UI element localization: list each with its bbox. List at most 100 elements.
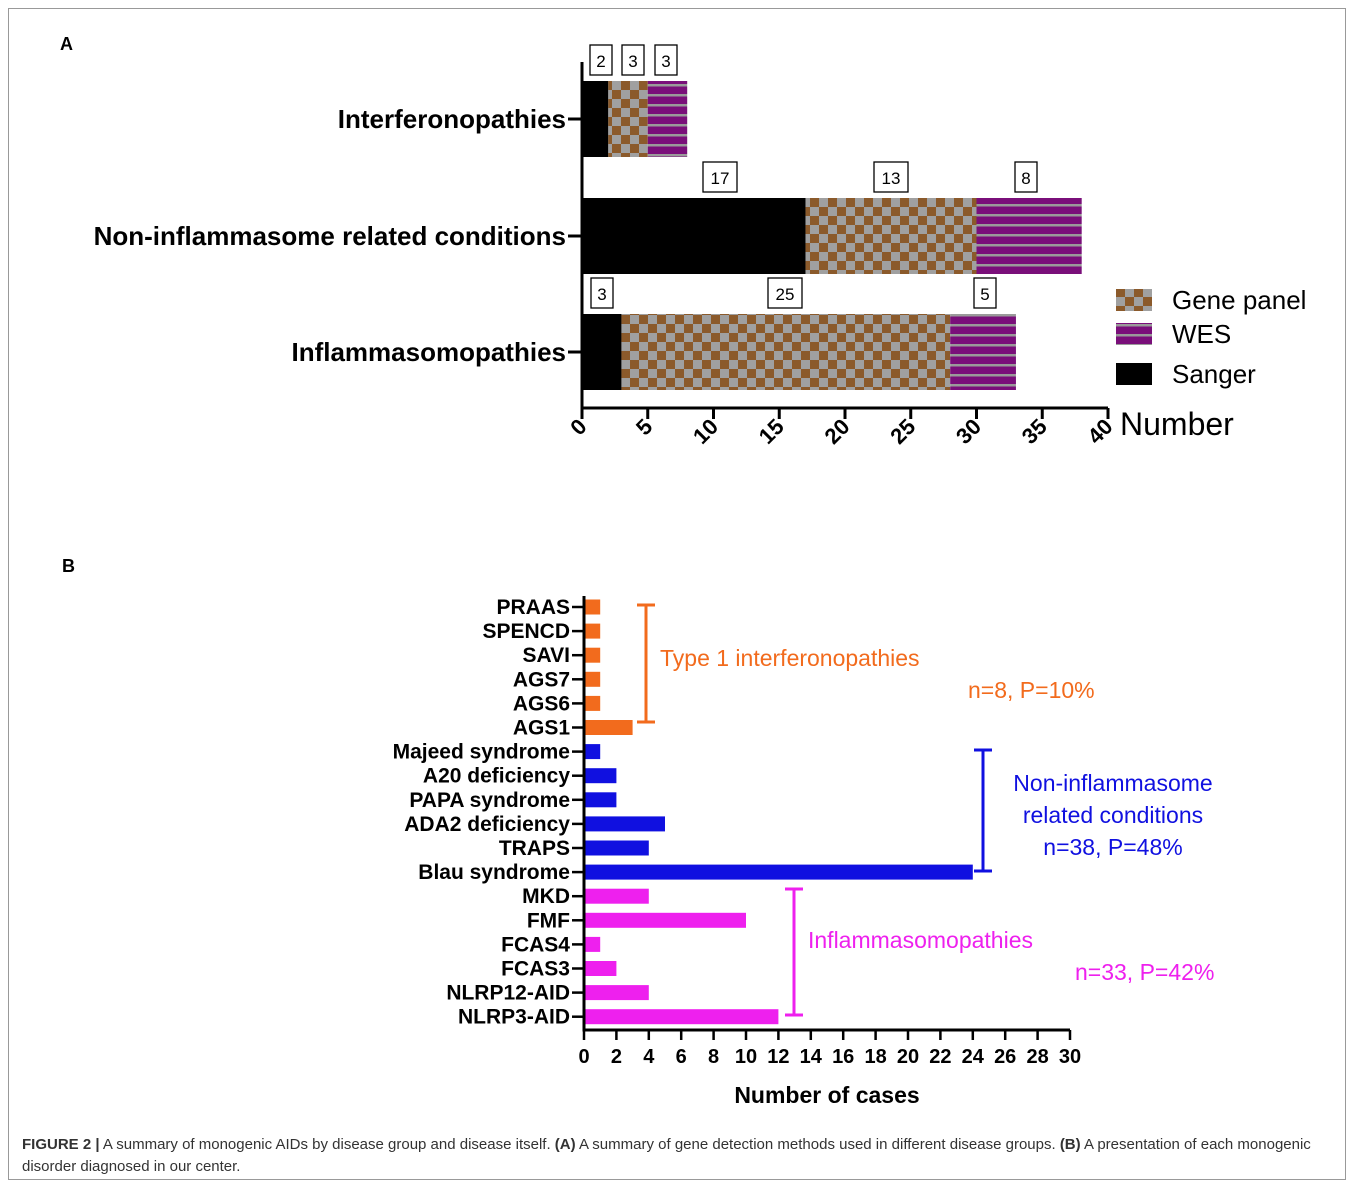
x-tick-label: 14 <box>800 1046 823 1068</box>
bar-nlrp12-aid <box>584 985 649 1001</box>
data-label-box <box>702 161 738 193</box>
data-label-sanger-non-inflammasome-related-conditions: 17 <box>711 169 730 188</box>
caption-text-3: A presentation of each monogenic disorde… <box>22 1136 1311 1175</box>
category-label-ada2-deficiency: ADA2 deficiency <box>404 813 570 836</box>
legend-label-sanger: Sanger <box>1172 359 1256 389</box>
x-tick-label: 22 <box>929 1046 951 1068</box>
data-label-box <box>1014 161 1038 193</box>
x-tick-label: 30 <box>951 414 986 449</box>
caption-ref-a: (A) <box>554 1136 576 1153</box>
x-tick-label: 0 <box>565 414 591 440</box>
panel-b-letter: B <box>62 556 75 576</box>
category-label-fcas3: FCAS3 <box>501 958 570 981</box>
caption-text-1: A summary of monogenic AIDs by disease g… <box>99 1136 555 1153</box>
bar-ags6 <box>584 695 601 711</box>
x-tick-label: 24 <box>962 1046 985 1068</box>
data-label-gene-panel-interferonopathies: 3 <box>628 52 637 71</box>
category-label-inflammasomopathies: Inflammasomopathies <box>291 337 566 367</box>
noninfl-group-name-line1: Non-inflammasome <box>1013 770 1212 796</box>
bar-wes-non-inflammasome-related-conditions <box>976 198 1082 274</box>
category-label-spencd: SPENCD <box>482 620 570 643</box>
x-tick-label: 10 <box>688 414 723 449</box>
category-label-fcas4: FCAS4 <box>501 933 570 956</box>
data-label-box <box>767 277 803 309</box>
x-tick-label: 20 <box>897 1046 919 1068</box>
category-label-nlrp3-aid: NLRP3-AID <box>458 1006 570 1029</box>
x-tick-label: 28 <box>1026 1046 1048 1068</box>
legend-swatch-wes <box>1116 323 1152 345</box>
bar-gene-panel-inflammasomopathies <box>621 314 951 390</box>
x-tick-label: 20 <box>820 414 855 449</box>
data-label-box <box>973 277 997 309</box>
x-tick-label: 8 <box>708 1046 719 1068</box>
x-axis-title: Number <box>1120 406 1234 442</box>
bar-papa-syndrome <box>584 792 617 808</box>
x-tick-label: 2 <box>611 1046 622 1068</box>
data-label-gene-panel-non-inflammasome-related-conditions: 13 <box>882 169 901 188</box>
bar-majeed-syndrome <box>584 744 601 760</box>
bar-sanger-interferonopathies <box>582 81 609 157</box>
x-tick-label: 16 <box>832 1046 854 1068</box>
noninfl-group-stat: n=38, P=48% <box>1043 834 1182 860</box>
category-label-ags1: AGS1 <box>513 717 571 740</box>
data-label-sanger-inflammasomopathies: 3 <box>597 285 606 304</box>
category-label-traps: TRAPS <box>499 837 570 860</box>
category-label-nlrp12-aid: NLRP12-AID <box>446 982 570 1005</box>
bar-gene-panel-non-inflammasome-related-conditions <box>805 198 977 274</box>
category-label-savi: SAVI <box>523 644 570 667</box>
bar-blau-syndrome <box>584 864 973 880</box>
x-tick-label: 25 <box>885 414 920 449</box>
data-label-box <box>654 44 678 76</box>
bar-sanger-non-inflammasome-related-conditions <box>582 198 806 274</box>
type1-group-stat: n=8, P=10% <box>968 677 1095 703</box>
inflam-group-stat: n=33, P=42% <box>1075 959 1214 985</box>
caption-text-2: A summary of gene detection methods used… <box>575 1136 1060 1153</box>
type1-group-name: Type 1 interferonopathies <box>660 645 920 671</box>
x-tick-label: 40 <box>1083 414 1118 449</box>
bar-nlrp3-aid <box>584 1009 779 1025</box>
category-label-papa-syndrome: PAPA syndrome <box>409 789 570 812</box>
panel-a-chart: 2 3 3 Interferonopathies 17 13 8 Non-inflammaso… <box>94 44 1306 449</box>
x-tick-label: 18 <box>864 1046 886 1068</box>
panel-a-letter: A <box>60 34 73 54</box>
data-label-box <box>621 44 645 76</box>
data-label-box <box>873 161 909 193</box>
x-tick-label: 15 <box>754 414 789 449</box>
bar-savi <box>584 647 601 663</box>
bar-a20-deficiency <box>584 768 617 784</box>
legend-swatch-sanger <box>1116 363 1152 385</box>
x-tick-label: 26 <box>994 1046 1016 1068</box>
category-label-non-inflammasome-related-conditions: Non-inflammasome related conditions <box>94 221 566 251</box>
category-label-mkd: MKD <box>522 885 570 908</box>
bar-fcas4 <box>584 936 601 952</box>
legend-swatch-gene-panel <box>1116 289 1152 311</box>
caption-figure-number: FIGURE 2 | <box>22 1136 100 1153</box>
bar-gene-panel-interferonopathies <box>608 81 648 157</box>
data-label-box <box>589 44 613 76</box>
x-tick-label: 0 <box>578 1046 589 1068</box>
data-label-gene-panel-inflammasomopathies: 25 <box>776 285 795 304</box>
data-label-wes-inflammasomopathies: 5 <box>980 285 989 304</box>
bar-wes-inflammasomopathies <box>950 314 1016 390</box>
category-label-fmf: FMF <box>527 909 570 932</box>
category-label-ags7: AGS7 <box>513 668 570 691</box>
bar-ags7 <box>584 671 601 687</box>
bar-ada2-deficiency <box>584 816 665 832</box>
x-tick-label: 6 <box>676 1046 687 1068</box>
x-axis-title: Number of cases <box>734 1082 919 1108</box>
legend-label-gene-panel: Gene panel <box>1172 285 1306 315</box>
category-label-majeed-syndrome: Majeed syndrome <box>393 741 570 764</box>
bar-ags1 <box>584 720 633 735</box>
bar-spencd <box>584 623 601 639</box>
bar-wes-interferonopathies <box>647 81 688 157</box>
data-label-box <box>590 277 614 309</box>
x-tick-label: 35 <box>1017 414 1052 449</box>
bar-fcas3 <box>584 961 617 976</box>
inflam-group-name: Inflammasomopathies <box>808 927 1033 953</box>
bar-mkd <box>584 888 649 904</box>
bar-fmf <box>584 912 746 928</box>
category-label-blau-syndrome: Blau syndrome <box>418 861 570 884</box>
bar-sanger-inflammasomopathies <box>582 314 622 390</box>
x-tick-label: 4 <box>643 1046 655 1068</box>
